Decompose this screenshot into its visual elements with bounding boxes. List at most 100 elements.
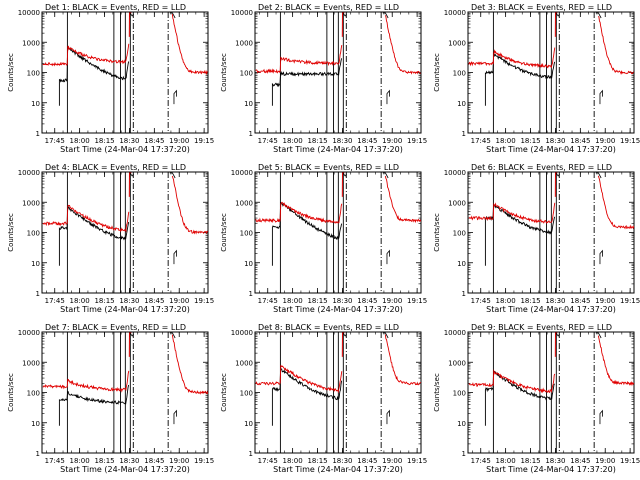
- y-tick-label: 1: [36, 290, 40, 298]
- detector-panel-3: Det 3: BLACK = Events, RED = LLD 1 10 100 10…: [433, 3, 640, 154]
- x-tick-label: 18:30: [545, 457, 565, 465]
- x-tick-label: 18:00: [496, 297, 516, 305]
- events-saturation-end: [595, 172, 602, 179]
- lld-post-curve: [384, 334, 422, 386]
- x-tick-label: 18:15: [520, 297, 540, 305]
- y-tick-label: 100: [240, 70, 253, 78]
- x-tick-label: 18:45: [570, 137, 590, 145]
- x-tick-label: 17:45: [258, 457, 278, 465]
- y-axis-label: Counts/sec: [7, 53, 15, 92]
- x-tick-label: 18:15: [94, 137, 114, 145]
- x-axis-label: Start Time (24-Mar-04 17:37:20): [273, 465, 403, 474]
- x-tick-label: 18:30: [119, 457, 139, 465]
- panel-title: Det 9: BLACK = Events, RED = LLD: [471, 323, 612, 332]
- y-tick-label: 1000: [235, 39, 253, 47]
- y-tick-label: 1: [462, 130, 466, 138]
- detector-panel-7: Det 7: BLACK = Events, RED = LLD 1 10 100 10…: [7, 323, 214, 474]
- lld-post-curve: [384, 15, 421, 75]
- x-tick-label: 18:15: [307, 457, 327, 465]
- lld-saturation-rise: [341, 12, 345, 37]
- x-tick-label: 18:45: [357, 297, 377, 305]
- events-post-fragment: [386, 89, 390, 105]
- x-tick-label: 19:15: [407, 457, 427, 465]
- y-tick-labels: 1 10 100 1000 10000: [18, 329, 40, 458]
- y-tick-label: 10: [31, 100, 40, 108]
- events-saturation-end: [169, 172, 176, 179]
- x-tick-label: 19:15: [194, 137, 214, 145]
- events-post-fragment: [386, 249, 390, 265]
- lld-curve: [255, 364, 343, 394]
- detector-panel-5: Det 5: BLACK = Events, RED = LLD 1 10 100 10…: [220, 163, 427, 314]
- y-tick-label: 10: [31, 420, 40, 428]
- x-tick-label: 18:45: [357, 457, 377, 465]
- lld-curve: [255, 45, 343, 74]
- y-tick-labels: 1 10 100 1000 10000: [18, 9, 40, 138]
- panel-title: Det 3: BLACK = Events, RED = LLD: [471, 3, 612, 12]
- y-tick-label: 1000: [22, 359, 40, 367]
- lld-saturation-rise: [128, 332, 132, 357]
- y-tick-labels: 1 10 100 1000 10000: [231, 169, 253, 298]
- lld-saturation-rise: [128, 172, 132, 197]
- x-tick-label: 19:00: [169, 297, 189, 305]
- lld-curve: [468, 202, 556, 224]
- x-tick-label: 18:30: [332, 137, 352, 145]
- panel-title: Det 2: BLACK = Events, RED = LLD: [258, 3, 399, 12]
- y-tick-label: 10000: [444, 329, 466, 337]
- y-tick-label: 10000: [18, 329, 40, 337]
- y-tick-label: 10000: [444, 9, 466, 17]
- events-saturation-end: [595, 332, 602, 339]
- events-saturation-end: [382, 332, 389, 339]
- x-tick-label: 18:45: [570, 457, 590, 465]
- panel-title: Det 6: BLACK = Events, RED = LLD: [471, 163, 612, 172]
- x-tick-label: 18:15: [307, 137, 327, 145]
- events-saturation-end: [382, 12, 389, 19]
- detector-panel-8: Det 8: BLACK = Events, RED = LLD 1 10 100 10…: [220, 323, 427, 474]
- y-tick-label: 10000: [444, 169, 466, 177]
- events-curve: [484, 371, 555, 426]
- events-curve: [484, 202, 556, 266]
- y-tick-labels: 1 10 100 1000 10000: [444, 329, 466, 458]
- y-tick-label: 1: [249, 450, 253, 458]
- y-tick-label: 1000: [448, 359, 466, 367]
- y-tick-label: 10: [457, 100, 466, 108]
- y-axis-label: Counts/sec: [220, 53, 228, 92]
- y-tick-label: 100: [27, 70, 40, 78]
- y-tick-label: 1000: [22, 199, 40, 207]
- y-tick-label: 1000: [22, 39, 40, 47]
- y-tick-label: 1000: [235, 359, 253, 367]
- x-tick-label: 19:15: [407, 297, 427, 305]
- detector-panel-4: Det 4: BLACK = Events, RED = LLD 1 10 100 10…: [7, 163, 214, 314]
- x-tick-label: 17:45: [471, 137, 491, 145]
- events-post-fragment: [599, 409, 603, 425]
- y-tick-label: 1: [462, 450, 466, 458]
- x-axis-label: Start Time (24-Mar-04 17:37:20): [486, 305, 616, 314]
- y-tick-label: 100: [240, 390, 253, 398]
- x-tick-label: 18:00: [283, 457, 303, 465]
- events-saturation: [555, 332, 560, 337]
- y-tick-label: 10000: [231, 329, 253, 337]
- x-tick-label: 19:00: [595, 137, 615, 145]
- x-tick-label: 19:00: [382, 457, 402, 465]
- x-tick-label: 18:15: [94, 457, 114, 465]
- events-post-fragment: [173, 249, 177, 265]
- x-tick-label: 18:15: [520, 457, 540, 465]
- lld-saturation-rise: [128, 12, 132, 37]
- x-tick-label: 18:00: [70, 457, 90, 465]
- y-tick-labels: 1 10 100 1000 10000: [231, 329, 253, 458]
- x-tick-label: 18:15: [94, 297, 114, 305]
- x-axis-label: Start Time (24-Mar-04 17:37:20): [60, 305, 190, 314]
- x-tick-label: 17:45: [258, 297, 278, 305]
- x-tick-label: 17:45: [45, 297, 65, 305]
- x-axis-label: Start Time (24-Mar-04 17:37:20): [273, 305, 403, 314]
- detector-panel-6: Det 6: BLACK = Events, RED = LLD 1 10 100 10…: [433, 163, 640, 314]
- events-curve: [271, 58, 343, 106]
- x-tick-label: 19:00: [382, 137, 402, 145]
- panel-title: Det 5: BLACK = Events, RED = LLD: [258, 163, 399, 172]
- x-tick-label: 19:15: [620, 297, 640, 305]
- x-axis-label: Start Time (24-Mar-04 17:37:20): [60, 465, 190, 474]
- x-tick-label: 19:00: [169, 137, 189, 145]
- x-tick-label: 17:45: [471, 297, 491, 305]
- y-tick-label: 1: [462, 290, 466, 298]
- x-tick-label: 19:00: [169, 457, 189, 465]
- events-saturation-end: [169, 332, 176, 339]
